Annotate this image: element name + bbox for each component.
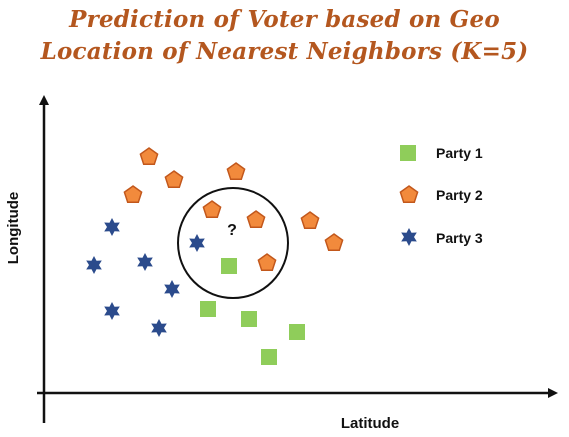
party3-point — [137, 253, 153, 271]
party3-point — [104, 302, 120, 320]
party1-point — [261, 349, 277, 365]
party3-points — [86, 218, 205, 337]
legend-label-party2: Party 2 — [436, 187, 483, 203]
party2-point — [226, 162, 246, 181]
party2-legend-icon — [399, 185, 419, 204]
party3-point — [86, 256, 102, 274]
party2-point — [257, 253, 277, 272]
party1-point — [289, 324, 305, 340]
party3-point — [189, 234, 205, 252]
title-line-2: Location of Nearest Neighbors (K=5) — [40, 38, 529, 65]
party1-point — [241, 311, 257, 327]
party2-point — [202, 200, 222, 219]
party2-point — [139, 147, 159, 166]
star-icon — [401, 228, 417, 246]
party2-point — [164, 170, 184, 189]
x-axis-label: Latitude — [341, 415, 399, 432]
party2-point — [300, 211, 320, 230]
party2-points — [123, 147, 344, 272]
party3-point — [151, 319, 167, 337]
party2-point — [324, 233, 344, 252]
legend: Party 1 Party 2 Party 3 — [399, 145, 483, 246]
title-line-1: Prediction of Voter based on Geo — [69, 6, 500, 33]
party2-point — [123, 185, 143, 204]
party3-point — [104, 218, 120, 236]
party3-legend-icon — [401, 228, 417, 246]
neighborhood-circle — [177, 187, 289, 299]
party3-point — [164, 280, 180, 298]
legend-label-party3: Party 3 — [436, 230, 483, 246]
party1-point — [221, 258, 237, 274]
legend-label-party1: Party 1 — [436, 145, 483, 161]
party1-legend-icon — [400, 145, 416, 161]
query-point-label: ? — [227, 222, 237, 239]
y-axis-label: Longitude — [5, 192, 22, 264]
party2-point — [246, 210, 266, 229]
party1-point — [200, 301, 216, 317]
